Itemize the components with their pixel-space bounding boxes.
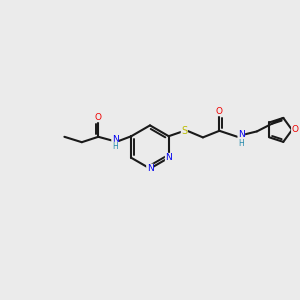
Text: N: N [165, 153, 172, 162]
Text: O: O [95, 113, 102, 122]
Text: H: H [238, 139, 244, 148]
Text: N: N [147, 164, 153, 173]
Text: O: O [216, 107, 223, 116]
Text: S: S [181, 126, 188, 136]
Text: O: O [292, 125, 298, 134]
Text: N: N [238, 130, 245, 139]
Text: N: N [112, 135, 118, 144]
Text: H: H [112, 142, 118, 151]
